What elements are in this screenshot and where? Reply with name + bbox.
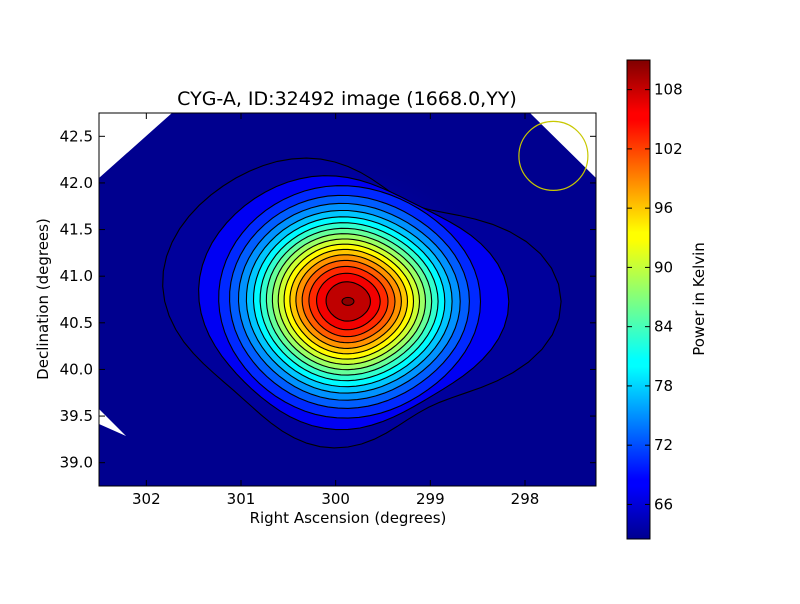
x-tick-label: 298 bbox=[511, 490, 540, 508]
x-tick-label: 302 bbox=[132, 490, 161, 508]
colorbar: 66 72 78 84 90 96 102 108 Power in Kelvin bbox=[626, 59, 708, 540]
colorbar-label: Power in Kelvin bbox=[690, 242, 708, 356]
plot-frame bbox=[98, 112, 597, 487]
x-axis: 302 301 300 299 298 bbox=[132, 113, 539, 508]
chart-title: CYG-A, ID:32492 image (1668.0,YY) bbox=[177, 88, 517, 110]
y-tick-label: 41.5 bbox=[60, 221, 93, 239]
y-tick-label: 39.5 bbox=[60, 407, 93, 425]
y-axis: 39.0 39.5 40.0 40.5 41.0 41.5 42.0 42.5 bbox=[60, 127, 596, 472]
colorbar-tick-label: 78 bbox=[654, 377, 673, 395]
x-tick-label: 299 bbox=[416, 490, 445, 508]
colorbar-tick-label: 108 bbox=[654, 81, 683, 99]
source-peak bbox=[341, 296, 355, 306]
y-axis-label: Declination (degrees) bbox=[34, 218, 52, 380]
y-tick-label: 39.0 bbox=[60, 454, 93, 472]
y-tick-label: 42.0 bbox=[60, 174, 93, 192]
y-tick-label: 40.5 bbox=[60, 314, 93, 332]
colorbar-tick-label: 84 bbox=[654, 318, 673, 336]
colorbar-ticks: 66 72 78 84 90 96 102 108 bbox=[627, 81, 683, 513]
colorbar-tick-label: 102 bbox=[654, 140, 683, 158]
x-axis-label: Right Ascension (degrees) bbox=[250, 509, 447, 527]
colorbar-frame bbox=[626, 59, 651, 540]
x-tick-label: 300 bbox=[321, 490, 350, 508]
colorbar-tick-label: 72 bbox=[654, 436, 673, 454]
y-tick-label: 41.0 bbox=[60, 267, 93, 285]
heatmap-area bbox=[99, 113, 596, 486]
x-tick-label: 301 bbox=[227, 490, 256, 508]
colorbar-gradient bbox=[627, 60, 650, 539]
beam-circle bbox=[518, 120, 589, 191]
beam-layer bbox=[518, 120, 589, 191]
y-tick-label: 40.0 bbox=[60, 360, 93, 378]
colorbar-tick-label: 96 bbox=[654, 199, 673, 217]
colorbar-tick-label: 90 bbox=[654, 258, 673, 276]
contour-layer bbox=[162, 157, 562, 449]
y-tick-label: 42.5 bbox=[60, 127, 93, 145]
colorbar-tick-label: 66 bbox=[654, 495, 673, 513]
